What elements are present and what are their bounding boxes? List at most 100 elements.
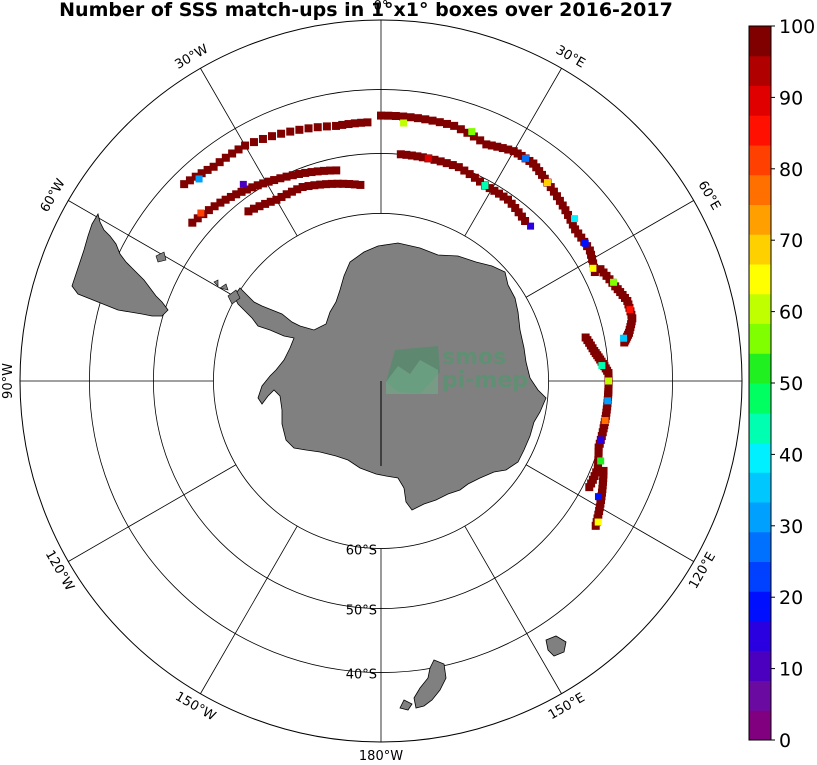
match-up-cell bbox=[259, 179, 268, 188]
match-up-cell bbox=[272, 195, 281, 204]
match-up-cell bbox=[221, 195, 230, 204]
match-up-cell bbox=[195, 175, 203, 183]
match-up-cell bbox=[221, 153, 230, 162]
match-up-cell bbox=[465, 170, 474, 179]
match-up-cell bbox=[522, 154, 530, 162]
colorbar-tick-label: 80 bbox=[779, 159, 803, 181]
match-up-cell bbox=[493, 142, 502, 151]
match-up-cell bbox=[468, 128, 476, 136]
colorbar-tick-label: 70 bbox=[779, 230, 803, 252]
match-up-cell bbox=[301, 168, 310, 177]
match-up-cell bbox=[287, 187, 296, 196]
colorbar-segment bbox=[749, 710, 771, 741]
match-up-cell bbox=[552, 192, 561, 201]
match-up-cell bbox=[588, 255, 597, 264]
match-up-cell bbox=[344, 120, 353, 129]
longitude-label: 60°E bbox=[694, 178, 723, 213]
match-up-cell bbox=[454, 163, 463, 172]
match-up-cell bbox=[456, 125, 465, 134]
match-up-cell bbox=[210, 202, 219, 211]
colorbar-segment bbox=[749, 561, 771, 592]
match-up-cell bbox=[498, 144, 507, 153]
match-up-cell bbox=[407, 151, 416, 160]
colorbar-tick-label: 90 bbox=[779, 87, 803, 109]
match-up-cell bbox=[282, 172, 291, 181]
colorbar-tick-label: 40 bbox=[779, 444, 803, 466]
colorbar-segment bbox=[749, 293, 771, 324]
match-up-cell bbox=[564, 210, 573, 219]
latitude-labels: 60°S 50°S 40°S bbox=[346, 544, 377, 683]
match-up-cell bbox=[332, 166, 341, 175]
match-up-cell bbox=[295, 169, 304, 178]
match-up-cell bbox=[261, 199, 270, 208]
match-up-cell bbox=[413, 152, 422, 161]
falkland-islands bbox=[155, 251, 167, 263]
match-up-cell bbox=[424, 154, 432, 162]
colorbar-segment bbox=[749, 26, 771, 57]
match-up-cell bbox=[193, 214, 202, 223]
match-up-cell bbox=[286, 127, 295, 136]
match-up-cell bbox=[511, 203, 520, 212]
match-up-cell bbox=[442, 159, 451, 168]
match-up-cell bbox=[253, 181, 262, 190]
match-up-cell bbox=[476, 136, 485, 145]
match-up-cell bbox=[549, 187, 558, 196]
colorbar-segment bbox=[749, 353, 771, 384]
match-up-cell bbox=[514, 208, 523, 217]
match-up-cell bbox=[350, 119, 359, 128]
match-up-cell bbox=[258, 134, 267, 143]
colorbar-tick-label: 50 bbox=[779, 373, 803, 395]
latitude-label: 40°S bbox=[346, 668, 377, 683]
meridian-line bbox=[525, 464, 694, 562]
match-up-cell bbox=[209, 162, 218, 171]
colorbar-segment bbox=[749, 502, 771, 533]
match-up-cell bbox=[620, 338, 629, 347]
match-up-cell bbox=[435, 118, 444, 127]
match-up-cell bbox=[413, 114, 422, 123]
meridian-line bbox=[68, 464, 237, 562]
match-up-cell bbox=[566, 215, 575, 224]
match-up-cell bbox=[363, 118, 372, 127]
match-up-cell bbox=[568, 220, 577, 229]
match-up-cell bbox=[555, 196, 564, 205]
match-up-cell bbox=[316, 180, 325, 189]
match-up-cell bbox=[487, 141, 496, 150]
smos-pimep-watermark: smos pi-mep bbox=[386, 345, 528, 394]
match-up-cell bbox=[185, 176, 194, 185]
match-up-cell bbox=[270, 176, 279, 185]
match-up-cell bbox=[197, 169, 206, 178]
match-up-cell bbox=[226, 192, 235, 201]
longitude-label: 0° bbox=[374, 0, 389, 14]
match-up-cell bbox=[402, 150, 411, 159]
colorbar-segment bbox=[749, 85, 771, 116]
match-up-cell bbox=[546, 183, 555, 192]
graticule bbox=[20, 20, 742, 742]
colorbar-tick-label: 100 bbox=[779, 16, 815, 38]
longitude-label: 180°W bbox=[359, 749, 403, 764]
colorbar-segment bbox=[749, 383, 771, 414]
colorbar-segment bbox=[749, 145, 771, 176]
match-up-cell bbox=[594, 493, 602, 501]
colorbar-segment bbox=[749, 591, 771, 622]
match-up-cell bbox=[626, 306, 634, 314]
match-up-cell bbox=[594, 451, 603, 460]
match-up-cell bbox=[332, 121, 341, 130]
match-up-cell bbox=[180, 180, 189, 189]
match-up-cell bbox=[391, 112, 400, 121]
match-up-cell bbox=[234, 145, 243, 154]
match-up-cells bbox=[180, 111, 637, 530]
match-up-cell bbox=[463, 128, 472, 137]
match-up-cell bbox=[288, 171, 297, 180]
match-up-cell bbox=[504, 145, 513, 154]
colorbar-segment bbox=[749, 472, 771, 503]
match-up-cell bbox=[581, 239, 589, 247]
match-up-cell bbox=[430, 155, 439, 164]
match-up-cell bbox=[307, 168, 316, 177]
match-up-cell bbox=[232, 190, 241, 199]
match-up-cell bbox=[295, 125, 304, 134]
colorbar-segment bbox=[749, 204, 771, 235]
map-title: Number of SSS match-ups in 1°x1° boxes o… bbox=[59, 0, 673, 21]
match-up-cell bbox=[216, 198, 225, 207]
colorbar-segment bbox=[749, 621, 771, 652]
